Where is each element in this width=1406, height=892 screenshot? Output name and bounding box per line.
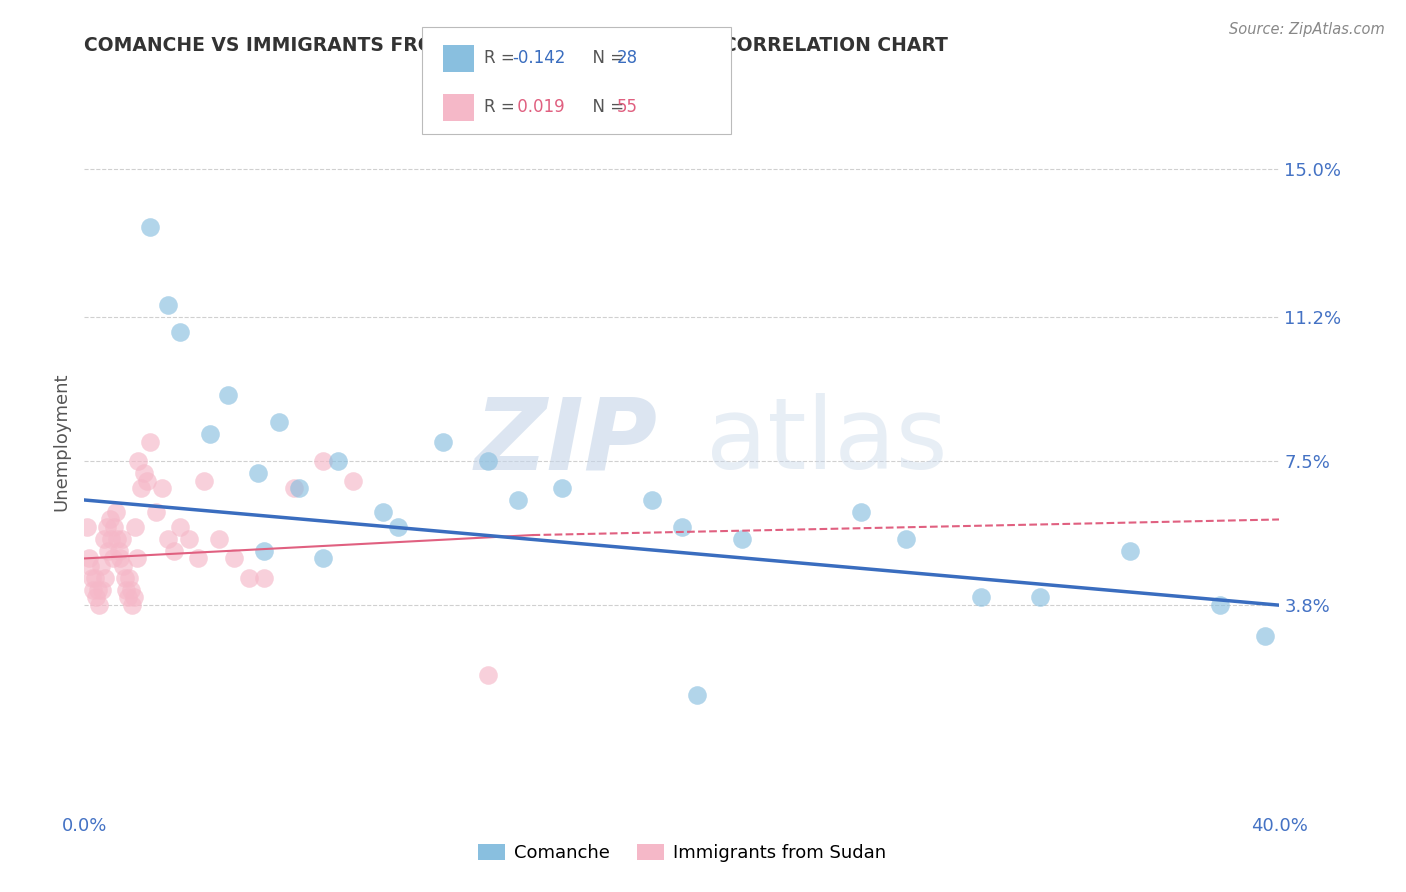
Point — [77, 551, 100, 566]
Point — [970, 591, 993, 605]
Point — [120, 582, 142, 597]
Text: ZIP: ZIP — [475, 393, 658, 490]
Point — [731, 532, 754, 546]
Point — [76, 520, 98, 534]
Point — [342, 474, 364, 488]
Point — [169, 520, 191, 534]
Point — [93, 532, 115, 546]
Point — [87, 582, 110, 597]
Point — [387, 520, 409, 534]
Point — [129, 481, 152, 495]
Point — [124, 520, 146, 534]
Text: 55: 55 — [617, 98, 638, 116]
Text: atlas: atlas — [706, 393, 948, 490]
Point — [145, 505, 167, 519]
Text: 28: 28 — [617, 49, 638, 67]
Point — [118, 571, 141, 585]
Text: COMANCHE VS IMMIGRANTS FROM SUDAN UNEMPLOYMENT CORRELATION CHART: COMANCHE VS IMMIGRANTS FROM SUDAN UNEMPL… — [84, 36, 948, 54]
Point — [97, 543, 120, 558]
Text: R =: R = — [484, 49, 520, 67]
Point — [83, 571, 105, 585]
Point — [641, 493, 664, 508]
Point — [94, 571, 117, 585]
Point — [96, 520, 118, 534]
Point — [157, 298, 180, 312]
Legend: Comanche, Immigrants from Sudan: Comanche, Immigrants from Sudan — [471, 837, 893, 870]
Point — [198, 426, 221, 441]
Point — [111, 532, 134, 546]
Text: 0.019: 0.019 — [512, 98, 564, 116]
Point — [100, 532, 122, 546]
Point — [101, 551, 124, 566]
Point — [136, 474, 159, 488]
Point — [122, 591, 145, 605]
Point — [98, 512, 121, 526]
Point — [217, 388, 239, 402]
Point — [312, 454, 335, 468]
Point — [82, 582, 104, 597]
Point — [671, 520, 693, 534]
Point — [177, 532, 200, 546]
Point — [90, 559, 112, 574]
Point — [193, 474, 215, 488]
Point — [894, 532, 917, 546]
Point — [253, 543, 276, 558]
Point — [112, 559, 135, 574]
Point — [506, 493, 529, 508]
Text: Source: ZipAtlas.com: Source: ZipAtlas.com — [1229, 22, 1385, 37]
Point — [477, 668, 499, 682]
Point — [127, 454, 149, 468]
Point — [114, 571, 136, 585]
Point — [686, 688, 709, 702]
Point — [80, 571, 103, 585]
Point — [851, 505, 873, 519]
Point — [110, 551, 132, 566]
Point — [121, 598, 143, 612]
Point — [222, 551, 245, 566]
Point — [1029, 591, 1052, 605]
Point — [132, 466, 156, 480]
Text: N =: N = — [582, 98, 630, 116]
Point — [150, 481, 173, 495]
Point — [312, 551, 335, 566]
Point — [139, 434, 162, 449]
Point — [105, 532, 128, 546]
Y-axis label: Unemployment: Unemployment — [52, 372, 70, 511]
Point — [107, 543, 129, 558]
Point — [104, 505, 127, 519]
Point — [103, 520, 125, 534]
Point — [477, 454, 499, 468]
Point — [115, 582, 138, 597]
Point — [117, 591, 139, 605]
Point — [91, 582, 114, 597]
Point — [267, 415, 290, 429]
Point — [169, 326, 191, 340]
Point — [125, 551, 148, 566]
Point — [86, 591, 108, 605]
Text: R =: R = — [484, 98, 520, 116]
Point — [208, 532, 231, 546]
Point — [253, 571, 276, 585]
Point — [432, 434, 454, 449]
Point — [157, 532, 180, 546]
Point — [139, 220, 162, 235]
Point — [551, 481, 574, 495]
Point — [328, 454, 350, 468]
Point — [373, 505, 395, 519]
Point — [283, 481, 305, 495]
Point — [246, 466, 269, 480]
Text: -0.142: -0.142 — [512, 49, 565, 67]
Point — [1119, 543, 1142, 558]
Point — [79, 559, 101, 574]
Point — [1253, 629, 1275, 643]
Text: N =: N = — [582, 49, 630, 67]
Point — [187, 551, 209, 566]
Point — [89, 598, 111, 612]
Point — [163, 543, 186, 558]
Point — [288, 481, 311, 495]
Point — [238, 571, 260, 585]
Point — [1209, 598, 1232, 612]
